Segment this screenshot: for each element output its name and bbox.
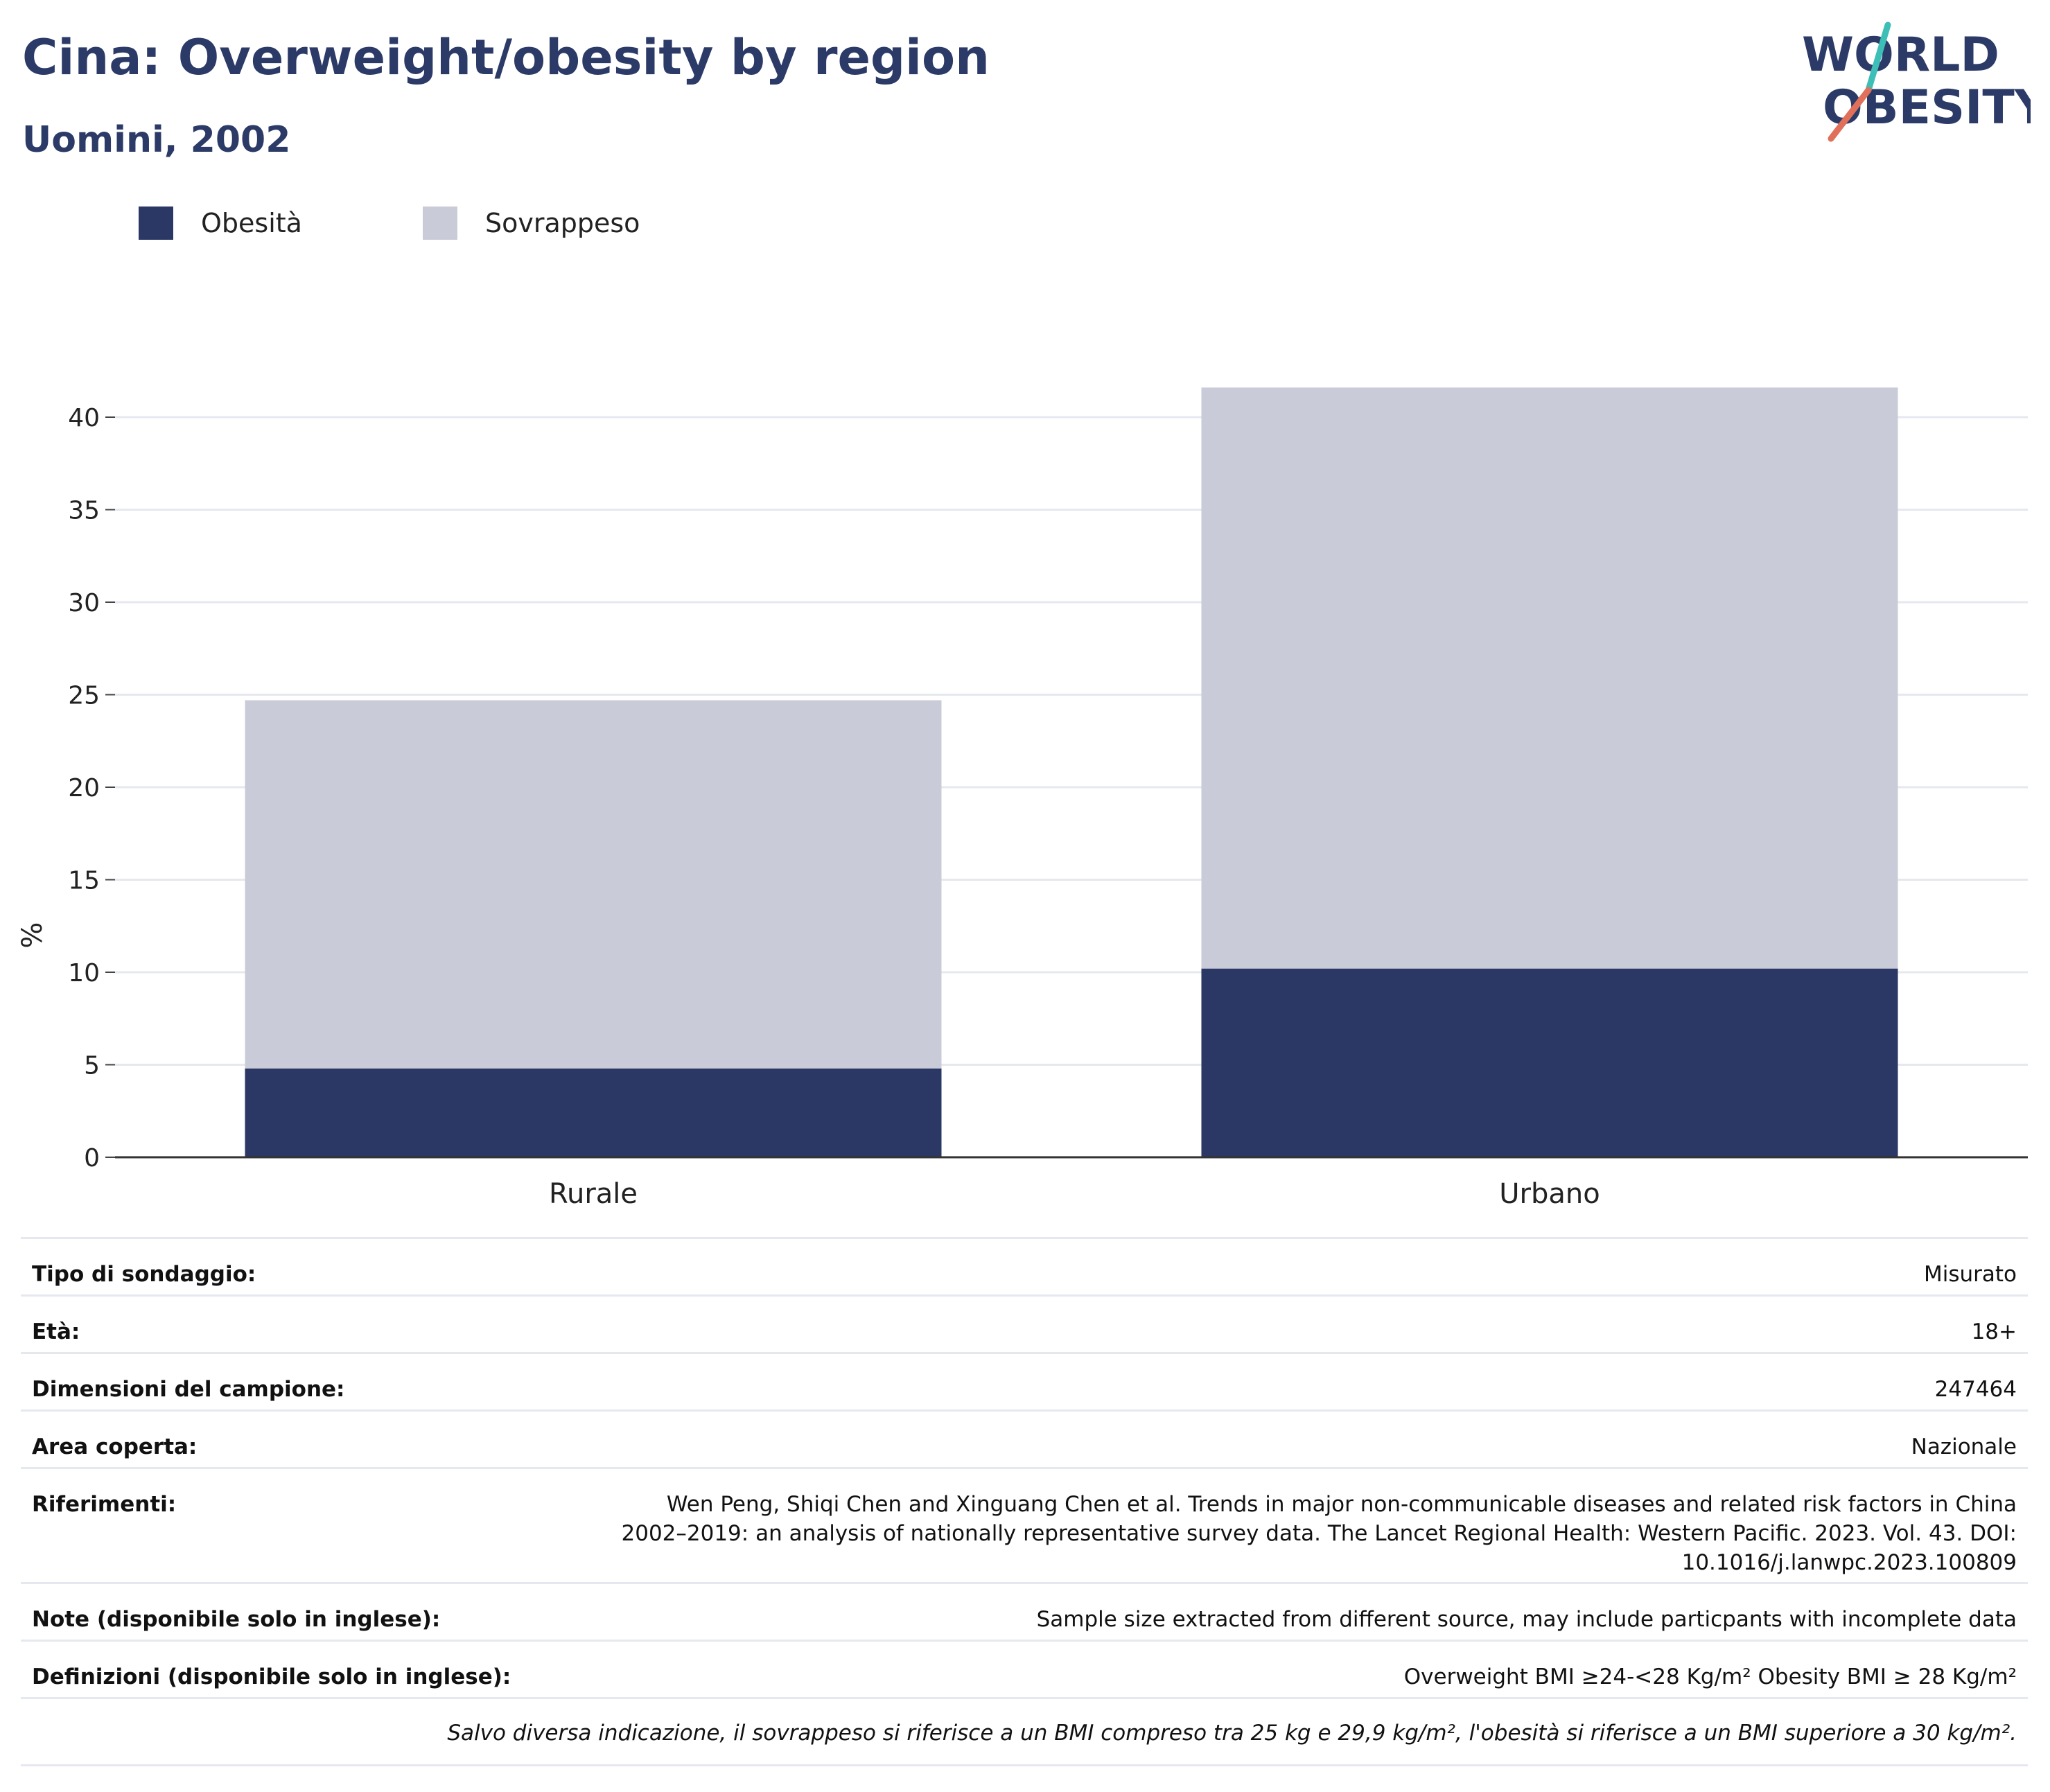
meta-key: Età: [32,1319,80,1344]
legend-label-obesita: Obesità [201,208,302,238]
y-tick-label: 25 [68,682,100,710]
meta-value: 247464 [1934,1377,2017,1402]
page-subtitle: Uomini, 2002 [22,119,291,161]
meta-key: Riferimenti: [32,1492,177,1517]
page-title: Cina: Overweight/obesity by region [22,29,990,86]
bar-sovrappeso-urbano [1201,387,1898,969]
legend-swatch-obesita [139,207,173,240]
meta-row-area: Area coperta: Nazionale [21,1409,2028,1467]
bar-obesità-urbano [1201,968,1898,1157]
legend-label-sovrappeso: Sovrappeso [485,208,640,238]
y-tick-label: 40 [68,404,100,432]
y-tick-label: 30 [68,589,100,617]
meta-value: Sample size extracted from different sou… [1036,1607,2017,1632]
legend-swatch-sovrappeso [423,207,457,240]
meta-value: Overweight BMI ≥24-<28 Kg/m² Obesity BMI… [1403,1664,2017,1689]
y-tick-label: 5 [84,1052,100,1080]
meta-value: 18+ [1971,1319,2017,1344]
logo-slash-coral [1828,87,1872,142]
meta-row-definitions: Definizioni (disponibile solo in inglese… [21,1640,2028,1697]
footnote: Salvo diversa indicazione, il sovrappeso… [21,1697,2028,1766]
y-tick-label: 0 [84,1144,100,1172]
meta-value: Nazionale [1911,1434,2017,1459]
meta-value: Wen Peng, Shiqi Chen and Xinguang Chen e… [621,1492,2017,1575]
meta-key: Tipo di sondaggio: [32,1262,256,1287]
world-obesity-logo: WORLD OBESITY [1802,21,2031,142]
y-tick-label: 20 [68,774,100,802]
meta-key: Dimensioni del campione: [32,1377,345,1402]
meta-key: Note (disponibile solo in inglese): [32,1607,441,1632]
y-tick-label: 10 [68,959,100,987]
meta-row-sample-size: Dimensioni del campione: 247464 [21,1352,2028,1409]
bar-chart: 0 5 10 15 20 25 30 35 40% Rurale Urbano [17,387,2028,1210]
legend-item-obesita[interactable]: Obesità [139,205,302,241]
bar-obesità-rurale [245,1068,942,1157]
survey-details: Tipo di sondaggio: Misurato Età: 18+ Dim… [21,1237,2028,1766]
logo-line1: WORLD [1802,28,1999,82]
x-category-label: Urbano [1499,1178,1600,1210]
meta-value: Misurato [1923,1262,2017,1287]
y-tick-label: 35 [68,497,100,525]
meta-key: Definizioni (disponibile solo in inglese… [32,1664,511,1689]
logo-slash-teal [1865,21,1891,94]
bar-sovrappeso-rurale [245,700,942,1069]
meta-row-survey-type: Tipo di sondaggio: Misurato [21,1237,2028,1294]
y-tick-label: 15 [68,867,100,895]
meta-row-references: Riferimenti: Wen Peng, Shiqi Chen and Xi… [21,1467,2028,1582]
legend-item-sovrappeso[interactable]: Sovrappeso [423,205,640,241]
meta-key: Area coperta: [32,1434,198,1459]
meta-row-age: Età: 18+ [21,1294,2028,1352]
x-category-label: Rurale [549,1178,638,1210]
y-axis-title: % [17,922,49,949]
meta-row-notes: Note (disponibile solo in inglese): Samp… [21,1582,2028,1640]
